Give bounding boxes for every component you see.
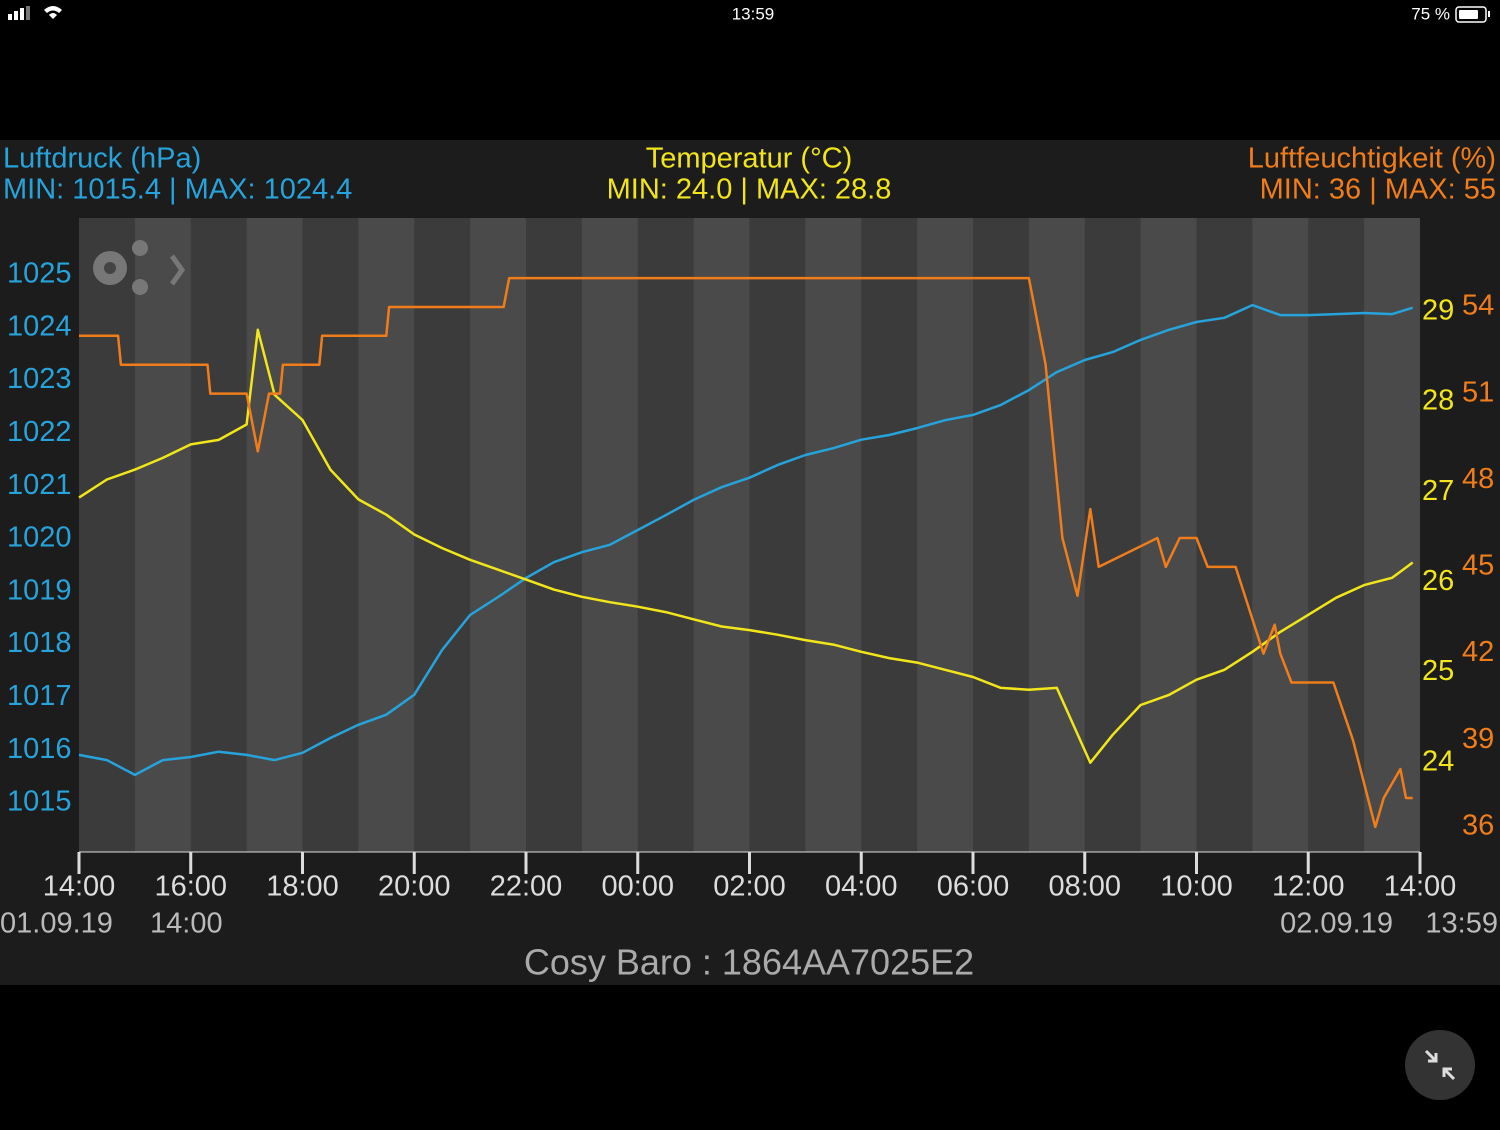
status-icons bbox=[8, 6, 1490, 23]
x-tick-label: 16:00 bbox=[154, 871, 227, 903]
minimize-button[interactable] bbox=[1405, 1030, 1475, 1100]
series-line bbox=[78, 328, 1414, 764]
y2-tick-label: 29 bbox=[1422, 294, 1454, 326]
x-tick-label: 12:00 bbox=[1272, 871, 1345, 903]
y2-tick-label: 24 bbox=[1422, 745, 1454, 777]
legend-label: Temperatur (°C) bbox=[646, 143, 853, 175]
x-tick-label: 10:00 bbox=[1160, 871, 1233, 903]
y-tick-label: 1022 bbox=[7, 416, 72, 448]
y3-tick-label: 48 bbox=[1462, 463, 1494, 495]
stripe bbox=[693, 218, 750, 852]
y-tick-label: 1024 bbox=[7, 310, 72, 342]
y2-tick-label: 28 bbox=[1422, 385, 1454, 417]
device-title: Cosy Baro : 1864AA7025E2 bbox=[524, 942, 974, 983]
stripe bbox=[470, 218, 526, 852]
stripe bbox=[1364, 218, 1420, 852]
date-annotation: 14:00 bbox=[150, 908, 223, 940]
y-tick-label: 1021 bbox=[7, 469, 72, 501]
min-max-label: MIN: 24.0 | MAX: 28.8 bbox=[607, 174, 892, 206]
status-battery: 75 % bbox=[1411, 4, 1450, 23]
y-tick-label: 1019 bbox=[7, 574, 72, 606]
status-time: 13:59 bbox=[732, 4, 775, 23]
x-tick-label: 08:00 bbox=[1048, 871, 1121, 903]
stripe bbox=[1140, 218, 1197, 852]
legend-label: Luftdruck (hPa) bbox=[3, 143, 201, 175]
date-annotation: 02.09.19 bbox=[1280, 908, 1393, 940]
y3-tick-label: 36 bbox=[1462, 810, 1494, 842]
stripe bbox=[134, 218, 191, 852]
y3-tick-label: 39 bbox=[1462, 723, 1494, 755]
series-line bbox=[78, 303, 1414, 777]
settings-icon[interactable] bbox=[93, 240, 186, 295]
stripe bbox=[246, 218, 303, 852]
series-line bbox=[79, 276, 1413, 829]
x-tick-label: 18:00 bbox=[266, 871, 339, 903]
stripe bbox=[1252, 218, 1309, 852]
x-tick-label: 02:00 bbox=[713, 871, 786, 903]
chart: Luftdruck (hPa)MIN: 1015.4 | MAX: 1024.4… bbox=[0, 143, 1498, 940]
date-annotation: 01.09.19 bbox=[0, 908, 113, 940]
y3-tick-label: 51 bbox=[1462, 376, 1494, 408]
y2-tick-label: 26 bbox=[1422, 565, 1454, 597]
x-tick-label: 04:00 bbox=[825, 871, 898, 903]
stripe bbox=[358, 218, 415, 852]
min-max-label: MIN: 1015.4 | MAX: 1024.4 bbox=[3, 174, 352, 206]
y3-tick-label: 54 bbox=[1462, 290, 1494, 322]
y3-tick-label: 42 bbox=[1462, 636, 1494, 668]
stripe bbox=[917, 218, 973, 852]
legend-label: Luftfeuchtigkeit (%) bbox=[1248, 143, 1496, 175]
y2-tick-label: 25 bbox=[1422, 655, 1454, 687]
date-annotation: 13:59 bbox=[1425, 908, 1498, 940]
x-tick-label: 14:00 bbox=[1384, 871, 1457, 903]
x-tick-label: 06:00 bbox=[937, 871, 1010, 903]
y-tick-label: 1023 bbox=[7, 363, 72, 395]
y-tick-label: 1025 bbox=[7, 258, 72, 290]
x-tick-label: 14:00 bbox=[43, 871, 116, 903]
y-tick-label: 1016 bbox=[7, 733, 72, 765]
y2-tick-label: 27 bbox=[1422, 475, 1454, 507]
y-tick-label: 1018 bbox=[7, 627, 72, 659]
y-tick-label: 1017 bbox=[7, 680, 72, 712]
stripe bbox=[805, 218, 862, 852]
x-tick-label: 00:00 bbox=[601, 871, 674, 903]
stripe bbox=[1028, 218, 1085, 852]
min-max-label: MIN: 36 | MAX: 55 bbox=[1260, 174, 1496, 206]
y-tick-label: 1020 bbox=[7, 522, 72, 554]
x-tick-label: 22:00 bbox=[490, 871, 563, 903]
y-tick-label: 1015 bbox=[7, 786, 72, 818]
x-tick-label: 20:00 bbox=[378, 871, 451, 903]
y3-tick-label: 45 bbox=[1462, 550, 1494, 582]
